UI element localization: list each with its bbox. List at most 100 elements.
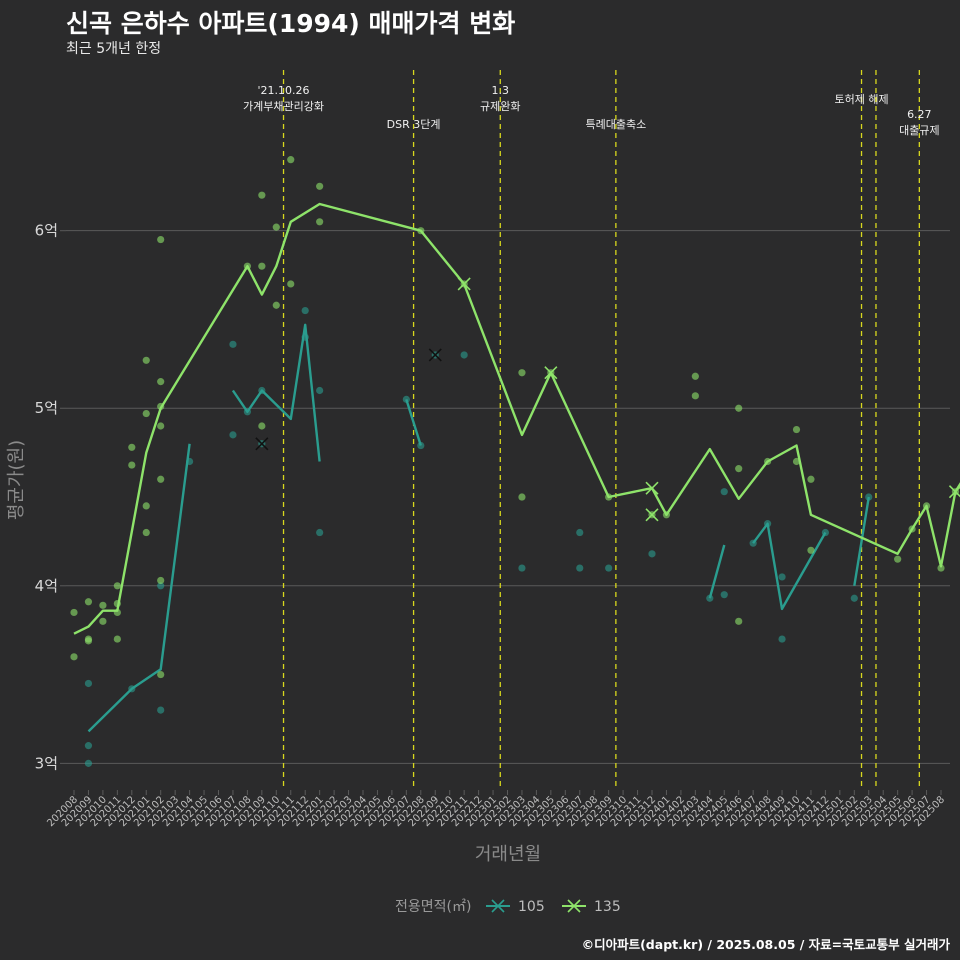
data-point-135 [316, 218, 324, 226]
event-label: '21.10.26 [258, 84, 310, 97]
data-point-105 [720, 591, 728, 599]
data-point-135 [258, 422, 266, 430]
data-point-135 [735, 465, 743, 473]
data-point-135 [84, 598, 93, 606]
data-point-135 [691, 372, 699, 380]
data-point-135 [99, 601, 107, 609]
data-point-135 [157, 576, 165, 585]
grid-lines [66, 230, 950, 764]
x-axis-title: 거래년월 [475, 844, 541, 865]
y-tick-label: 4억 [35, 577, 58, 595]
data-point-135 [287, 156, 295, 164]
event-label: 1.3 [492, 84, 510, 97]
data-point-135 [128, 443, 136, 451]
legend-marker-105 [491, 899, 505, 913]
highlight-marker-135 [457, 277, 471, 291]
data-point-135 [792, 425, 801, 434]
data-point-135 [272, 223, 280, 231]
data-point-105 [460, 351, 468, 359]
highlight-marker-135 [645, 481, 659, 495]
axis-labels: 3억4억5억6억20200820200920201020201120201220… [35, 222, 947, 829]
data-point-135 [157, 670, 165, 679]
data-point-135 [142, 409, 150, 418]
data-point-135 [99, 617, 107, 625]
legend-title: 전용면적(㎡) [395, 899, 471, 915]
data-point-135 [70, 608, 78, 617]
data-point-105 [778, 573, 786, 581]
data-point-105 [229, 431, 237, 439]
legend: 전용면적(㎡) 105 135 [395, 899, 621, 915]
legend-marker-135 [567, 899, 581, 913]
data-point-105 [84, 759, 93, 767]
series-line-105-2 [405, 399, 422, 446]
data-point-135 [735, 617, 743, 625]
series-line-105-6 [853, 496, 870, 586]
data-point-105 [229, 340, 237, 348]
series-line-105-0 [87, 443, 191, 733]
source-caption: ©디아파트(dapt.kr) / 2025.08.05 / 자료=국토교통부 실… [581, 937, 950, 952]
data-point-105 [720, 488, 728, 496]
data-point-135 [70, 653, 78, 661]
data-point-135 [142, 528, 150, 537]
data-point-135 [128, 461, 136, 469]
highlight-marker-105 [255, 437, 269, 451]
data-point-105 [648, 550, 656, 558]
data-point-105 [157, 706, 165, 714]
event-label: 가계부채관리강화 [243, 100, 324, 113]
highlight-marker-105 [428, 348, 442, 362]
data-point-105 [84, 742, 93, 750]
highlight-marker-135 [645, 508, 659, 522]
event-label: 6.27 [907, 108, 932, 121]
y-tick-label: 6억 [35, 222, 58, 240]
data-point-105 [157, 582, 165, 590]
event-label: 대출규제 [899, 124, 939, 137]
data-point-105 [316, 386, 324, 395]
series-105 [84, 306, 873, 767]
event-label: DSR 3단계 [387, 118, 441, 131]
data-point-135 [272, 301, 280, 309]
data-point-135 [807, 475, 815, 483]
data-point-135 [807, 546, 815, 554]
data-point-135 [735, 404, 743, 412]
data-point-105 [301, 306, 309, 315]
data-point-105 [402, 395, 410, 403]
series-line-135-0 [73, 202, 960, 635]
series-line-105-1 [231, 323, 321, 462]
data-point-135 [157, 235, 165, 244]
series-layer [70, 156, 960, 767]
chart-subtitle: 최근 5개년 한정 [66, 41, 162, 57]
data-point-105 [850, 594, 858, 602]
legend-label-105: 105 [518, 899, 545, 915]
data-point-135 [142, 502, 150, 510]
data-point-105 [518, 564, 526, 572]
data-point-135 [518, 369, 526, 377]
data-point-135 [258, 191, 266, 199]
chart-title: 신곡 은하수 아파트(1994) 매매가격 변화 [66, 9, 516, 38]
y-tick-label: 5억 [35, 399, 58, 417]
series-135 [70, 156, 960, 679]
data-point-105 [576, 528, 584, 537]
data-point-135 [157, 475, 165, 483]
data-point-105 [84, 679, 93, 688]
data-point-135 [157, 378, 165, 386]
data-point-135 [894, 555, 902, 563]
data-point-135 [113, 635, 121, 643]
data-point-105 [316, 528, 324, 537]
data-point-135 [518, 493, 526, 501]
data-point-135 [937, 564, 945, 572]
data-point-105 [605, 564, 613, 572]
highlight-marker-135 [544, 366, 558, 380]
series-line-105-4 [708, 544, 726, 599]
data-point-135 [691, 392, 699, 400]
legend-label-135: 135 [594, 899, 621, 915]
data-point-135 [316, 182, 324, 190]
event-label: 규제완화 [480, 100, 520, 113]
series-line-105-5 [752, 522, 827, 611]
data-point-135 [142, 356, 150, 364]
data-point-135 [113, 582, 121, 590]
data-point-135 [157, 422, 165, 430]
y-tick-label: 3억 [35, 754, 58, 772]
data-point-135 [287, 280, 295, 288]
y-axis-title: 평균가(원) [6, 440, 27, 520]
